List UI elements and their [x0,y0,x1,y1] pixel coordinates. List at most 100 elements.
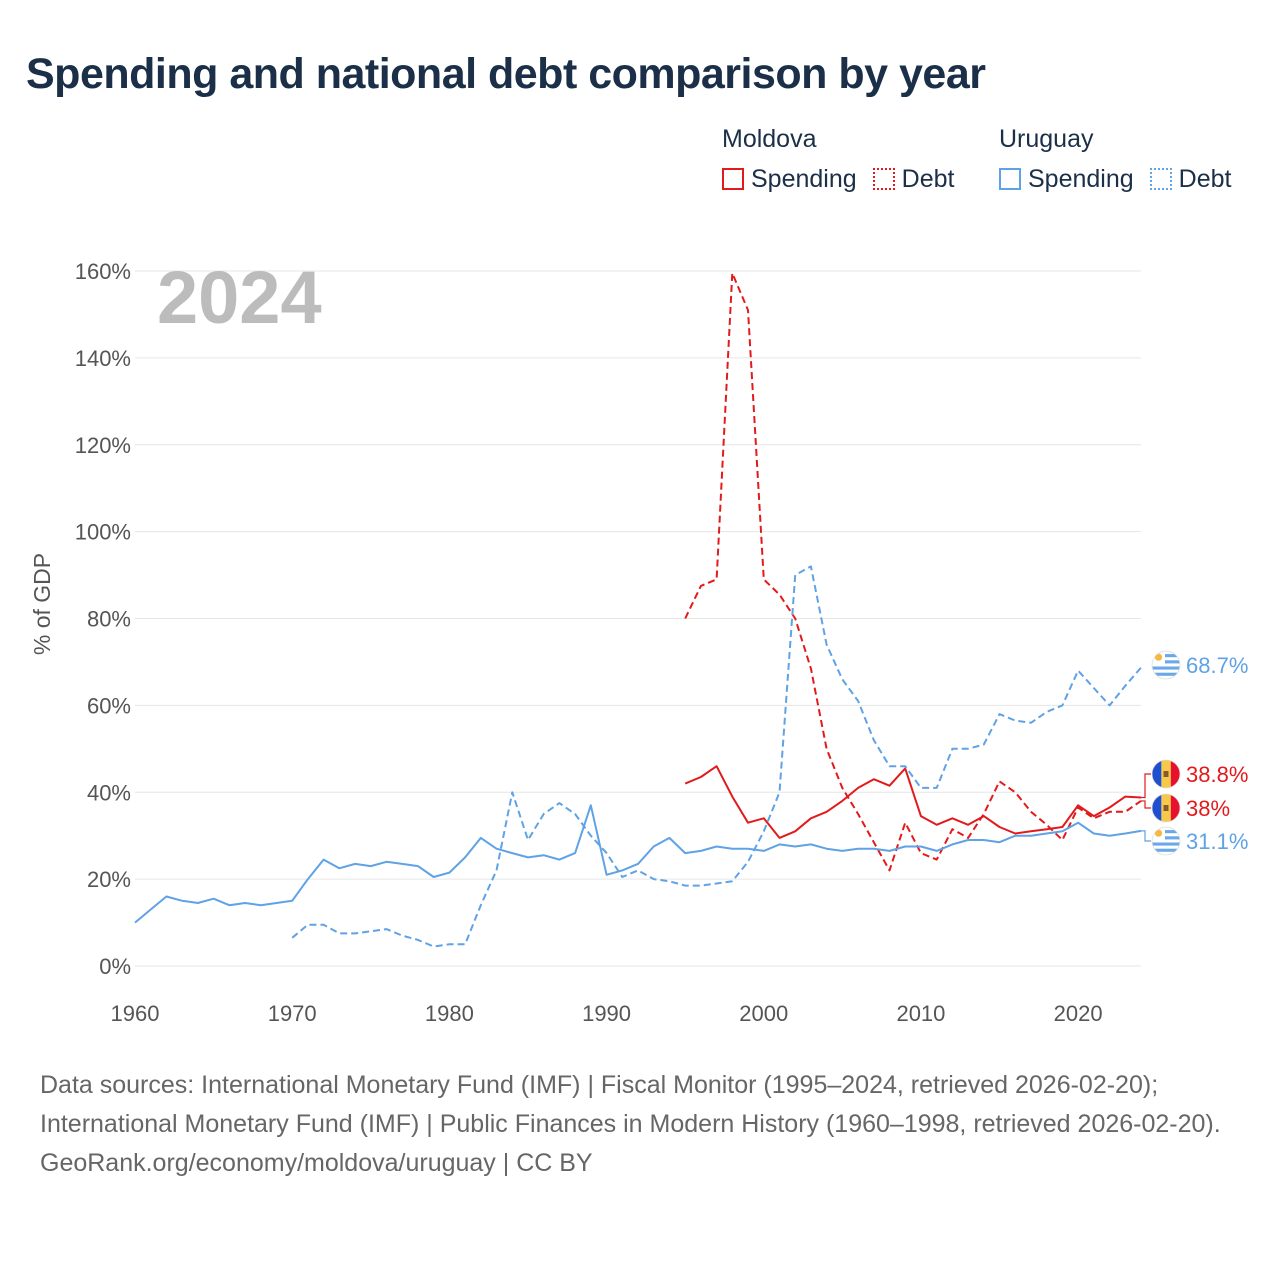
data-point [211,896,217,902]
data-point [761,576,767,582]
data-point [1059,828,1065,834]
data-point [619,874,625,880]
legend-item-moldova-debt[interactable]: Debt [872,164,954,194]
data-point [777,592,783,598]
data-point [698,774,704,780]
data-point [777,789,783,795]
data-point [887,848,893,854]
data-point [1091,685,1097,691]
x-tick-label: 2000 [739,1001,788,1026]
data-point [321,922,327,928]
data-point [934,857,940,863]
data-point [887,763,893,769]
data-point [792,828,798,834]
series-line-uy_debt[interactable] [291,565,1142,948]
data-point [1091,815,1097,821]
data-point [871,846,877,852]
footer: Data sources: International Monetary Fun… [40,1066,1240,1183]
legend-item-uruguay-debt[interactable]: Debt [1149,164,1231,194]
data-point [588,802,594,808]
data-point [1107,809,1113,815]
data-point [855,785,861,791]
end-label-value: 31.1% [1186,829,1248,854]
legend-group-moldova: Moldova Spending Debt [722,122,970,194]
data-point [415,937,421,943]
data-point [1075,668,1081,674]
x-tick-label: 1990 [582,1001,631,1026]
legend-item-uruguay-spending[interactable]: Spending [999,164,1134,194]
data-point [1012,718,1018,724]
data-point [777,841,783,847]
series-line-uy_spending[interactable] [134,804,1142,924]
data-point [446,941,452,947]
legend-group-name: Uruguay [999,125,1094,153]
data-point [949,815,955,821]
data-point [384,926,390,932]
data-point [745,846,751,852]
data-point [604,850,610,856]
data-point [824,746,830,752]
data-sources: Data sources: International Monetary Fun… [40,1071,1221,1138]
data-point [902,820,908,826]
data-point [887,783,893,789]
legend-item-moldova-spending[interactable]: Spending [722,164,857,194]
y-tick-label: 100% [75,520,131,545]
data-point [1012,789,1018,795]
x-tick-label: 1970 [268,1001,317,1026]
data-point [179,898,185,904]
data-point [494,867,500,873]
y-tick-label: 0% [99,954,131,979]
data-point [918,785,924,791]
data-point [336,865,342,871]
y-axis-label: % of GDP [29,553,55,655]
data-point [556,800,562,806]
data-point [792,572,798,578]
data-point [1075,820,1081,826]
data-point [997,778,1003,784]
data-point [934,785,940,791]
data-point [981,742,987,748]
uruguay-flag-icon [1151,650,1181,680]
end-label-value: 38% [1186,796,1230,821]
data-point [682,883,688,889]
data-point [855,846,861,852]
data-point [399,861,405,867]
data-point [1122,831,1128,837]
label-connector [1141,830,1151,842]
data-point [887,867,893,873]
data-point [682,616,688,622]
data-point [509,789,515,795]
data-point [839,676,845,682]
series-line-md_debt[interactable] [684,272,1142,872]
data-point [1044,831,1050,837]
data-point [651,876,657,882]
data-point [1122,683,1128,689]
data-point [981,837,987,843]
x-tick-label: 2020 [1054,1001,1103,1026]
y-tick-label: 120% [75,433,131,458]
y-tick-label: 60% [87,693,131,718]
data-point [274,900,280,906]
data-point [761,848,767,854]
data-point [792,844,798,850]
data-point [163,894,169,900]
data-point [226,902,232,908]
y-axis-ticks: 0% 20% 40% 60% 80% 100% 120% 140% 160% [75,259,131,979]
data-point [682,781,688,787]
data-point [714,844,720,850]
data-point [934,822,940,828]
data-point [997,839,1003,845]
data-point [682,850,688,856]
credit-link[interactable]: GeoRank.org/economy/moldova/uruguay | CC… [40,1149,593,1177]
uruguay-flag-icon [1151,826,1181,856]
data-point [242,900,248,906]
data-point [415,863,421,869]
data-point [604,872,610,878]
data-point [321,857,327,863]
data-point [305,876,311,882]
data-point [824,642,830,648]
data-point [918,813,924,819]
series-line-md_spending[interactable] [684,765,1142,839]
data-point [997,824,1003,830]
data-point [698,583,704,589]
